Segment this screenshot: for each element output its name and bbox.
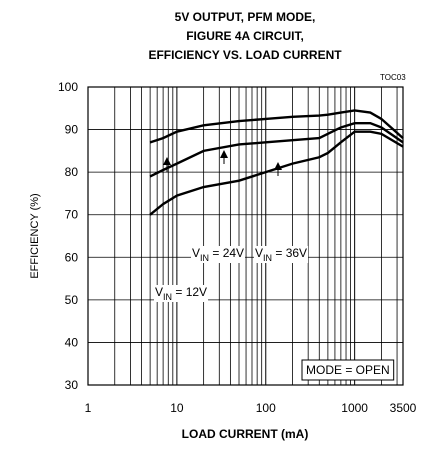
- x-axis-label: LOAD CURRENT (mA): [182, 427, 309, 441]
- title-line: EFFICIENCY VS. LOAD CURRENT: [148, 48, 342, 62]
- y-tick-label: 70: [65, 208, 79, 222]
- series-label-part: = 36V: [272, 246, 307, 260]
- series-label-part: V: [255, 246, 263, 260]
- x-tick-label: 10: [170, 401, 184, 415]
- series-line: [149, 130, 404, 216]
- series-label-part: = 12V: [172, 285, 207, 299]
- title-line: 5V OUTPUT, PFM MODE,: [175, 10, 316, 24]
- x-tick-label: 1: [85, 401, 92, 415]
- y-tick-label: 60: [65, 250, 79, 264]
- y-tick-label: 40: [65, 335, 79, 349]
- x-tick-label: 3500: [390, 401, 417, 415]
- y-tick-label: 50: [65, 293, 79, 307]
- series-label-part: V: [155, 285, 163, 299]
- x-tick-label: 1000: [341, 401, 368, 415]
- series-label: VIN = 36V: [255, 246, 307, 263]
- y-tick-label: 90: [65, 123, 79, 137]
- series-label-part: IN: [263, 253, 272, 263]
- series-label-part: IN: [200, 253, 209, 263]
- annotation-box: [301, 359, 395, 381]
- series-label: VIN = 24V: [192, 246, 244, 263]
- series-line: [149, 121, 404, 178]
- label-background: [154, 285, 209, 302]
- figure-code: TOC03: [380, 73, 406, 82]
- y-tick-label: 80: [65, 165, 79, 179]
- y-axis-label: EFFICIENCY (%): [29, 193, 41, 278]
- series-line: [149, 109, 404, 144]
- plot-frame: [87, 86, 404, 386]
- x-tick-label: 100: [256, 401, 276, 415]
- y-tick-label: 100: [58, 80, 78, 94]
- label-background: [191, 246, 246, 263]
- series-label-part: IN: [163, 292, 172, 302]
- series-label-part: = 24V: [209, 246, 244, 260]
- series-label: VIN = 12V: [155, 285, 207, 302]
- y-tick-label: 30: [65, 378, 79, 392]
- label-background: [254, 246, 309, 263]
- title-line: FIGURE 4A CIRCUIT,: [186, 29, 304, 43]
- annotation: MODE = OPEN: [306, 363, 390, 377]
- series-label-part: V: [192, 246, 200, 260]
